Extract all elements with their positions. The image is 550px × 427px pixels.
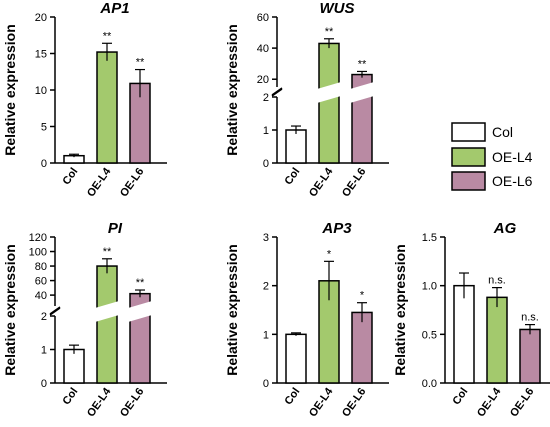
chart-title: AP1 bbox=[99, 0, 129, 17]
legend-label-col: Col bbox=[492, 124, 513, 140]
chart-title: AG bbox=[493, 220, 517, 237]
y-tick-label: 1.0 bbox=[422, 281, 437, 293]
y-tick-label: 120 bbox=[29, 232, 47, 244]
bar-oe-l4 bbox=[318, 42, 340, 164]
y-tick-label: 40 bbox=[35, 290, 47, 302]
y-tick-label: 0.5 bbox=[422, 329, 437, 341]
x-tick-label: OE-L6 bbox=[118, 166, 146, 199]
bar-break-gap bbox=[95, 301, 119, 322]
chart-panel-wus: 0 1 2 20 40 60 Relative expression WUS Col ** OE-L… bbox=[224, 0, 389, 199]
x-tick-label: OE-L4 bbox=[307, 165, 336, 199]
x-tick-label: OE-L6 bbox=[118, 386, 146, 419]
chart-panel-ag: 0.0 0.5 1.0 1.5 Relative expression AG Col n.s.… bbox=[392, 220, 550, 419]
bar-oe-l6 bbox=[351, 311, 373, 384]
y-tick-label: 10 bbox=[35, 85, 47, 97]
y-tick-label: 20 bbox=[257, 74, 269, 86]
legend-swatch-oe-l4 bbox=[451, 147, 486, 167]
axis-break-mark bbox=[49, 306, 61, 315]
chart-panel-ap1: 0 5 10 15 20 Relative expression AP1 Col ** OE-L4… bbox=[2, 0, 167, 199]
bar-break-gap bbox=[128, 301, 152, 322]
legend: Col OE-L4 OE-L6 bbox=[451, 122, 533, 191]
y-tick-label: 40 bbox=[257, 43, 269, 55]
chart-panel-ap3: 0 1 2 3 Relative expression AP3 Col * OE-L4 * OE-L… bbox=[224, 220, 389, 419]
y-tick-label: 60 bbox=[257, 12, 269, 24]
y-tick-label: 2 bbox=[263, 281, 269, 293]
y-axis-label: Relative expression bbox=[2, 244, 18, 376]
y-tick-label: 5 bbox=[41, 122, 47, 134]
y-tick-label: 20 bbox=[35, 12, 47, 24]
bar-oe-l4 bbox=[96, 265, 118, 384]
y-tick-label: 3 bbox=[263, 232, 269, 244]
x-tick-label: OE-L6 bbox=[508, 386, 536, 419]
x-tick-label: OE-L4 bbox=[85, 165, 114, 199]
y-tick-label: 1.5 bbox=[422, 232, 437, 244]
y-axis-label: Relative expression bbox=[224, 244, 240, 376]
axis-break-mark bbox=[49, 307, 61, 316]
significance-label: ** bbox=[103, 246, 112, 258]
y-tick-label: 100 bbox=[29, 247, 47, 259]
x-tick-label: Col bbox=[450, 386, 470, 407]
bar-col bbox=[285, 333, 307, 384]
bar-col bbox=[453, 284, 475, 384]
significance-label: * bbox=[327, 248, 332, 260]
y-tick-label: 0 bbox=[41, 158, 47, 170]
y-tick-label: 60 bbox=[35, 276, 47, 288]
y-tick-label: 2 bbox=[263, 92, 269, 104]
significance-label: ** bbox=[103, 30, 112, 42]
chart-title: WUS bbox=[320, 0, 355, 17]
significance-label: * bbox=[360, 290, 365, 302]
legend-label-oe-l6: OE-L6 bbox=[492, 173, 533, 189]
significance-label: ** bbox=[325, 26, 334, 38]
legend-swatch-oe-l6 bbox=[451, 171, 486, 191]
y-tick-label: 1 bbox=[263, 329, 269, 341]
chart-title: PI bbox=[108, 220, 123, 237]
y-axis-label: Relative expression bbox=[224, 24, 240, 156]
significance-label: n.s. bbox=[521, 312, 539, 324]
y-tick-label: 2 bbox=[41, 311, 47, 323]
axis-break-mark bbox=[271, 87, 283, 96]
bar-break-gap bbox=[350, 82, 374, 103]
bar-break-gap bbox=[317, 82, 341, 103]
x-tick-label: OE-L6 bbox=[340, 166, 368, 199]
x-tick-label: OE-L4 bbox=[85, 385, 114, 419]
x-tick-label: Col bbox=[282, 386, 302, 407]
significance-label: n.s. bbox=[488, 275, 506, 287]
y-tick-label: 0 bbox=[263, 378, 269, 390]
significance-label: ** bbox=[136, 57, 145, 69]
y-tick-label: 1 bbox=[263, 125, 269, 137]
x-tick-label: OE-L4 bbox=[475, 385, 504, 419]
x-tick-label: OE-L4 bbox=[307, 385, 336, 419]
legend-label-oe-l4: OE-L4 bbox=[492, 149, 533, 165]
legend-swatch-col bbox=[451, 122, 486, 142]
axis-break-mark bbox=[271, 88, 283, 97]
bar-oe-l4 bbox=[96, 51, 118, 164]
y-tick-label: 15 bbox=[35, 49, 47, 61]
x-tick-label: Col bbox=[282, 166, 302, 187]
y-tick-label: 0 bbox=[263, 158, 269, 170]
bar-oe-l6 bbox=[519, 328, 541, 384]
significance-label: ** bbox=[136, 277, 145, 289]
bar-col bbox=[63, 348, 85, 384]
x-tick-label: Col bbox=[60, 166, 80, 187]
bar-col bbox=[285, 129, 307, 164]
y-axis-label: Relative expression bbox=[2, 24, 18, 156]
y-axis-label: Relative expression bbox=[392, 244, 408, 376]
y-tick-label: 0 bbox=[41, 378, 47, 390]
chart-panel-pi: 0 1 2 40 60 80 100 120 Relative expression PI Col *… bbox=[2, 220, 167, 419]
x-tick-label: Col bbox=[60, 386, 80, 407]
significance-label: ** bbox=[358, 58, 367, 70]
x-tick-label: OE-L6 bbox=[340, 386, 368, 419]
chart-title: AP3 bbox=[321, 220, 352, 237]
y-tick-label: 80 bbox=[35, 261, 47, 273]
bar-oe-l4 bbox=[486, 296, 508, 384]
y-tick-label: 1 bbox=[41, 345, 47, 357]
y-tick-label: 0.0 bbox=[422, 378, 437, 390]
